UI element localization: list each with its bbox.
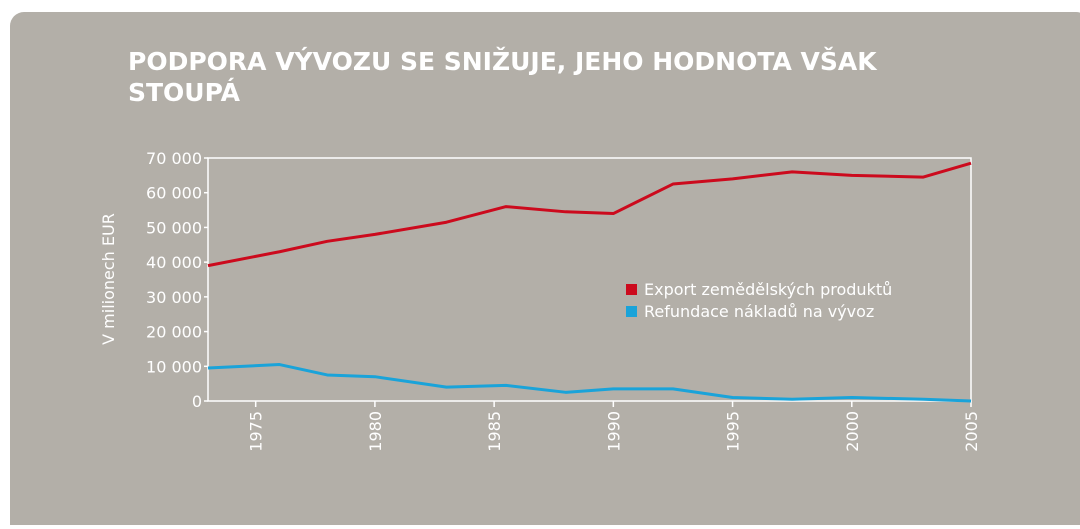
x-tick-label: 1975: [247, 411, 266, 452]
y-tick-label: 40 000: [146, 253, 202, 272]
x-tick-label: 1985: [485, 411, 504, 452]
y-tick-label: 30 000: [146, 288, 202, 307]
plot-frame: [207, 157, 972, 402]
line-series: [207, 363, 972, 403]
legend-label: Export zemědělských produktů: [644, 280, 892, 299]
x-tick-label: 2000: [843, 411, 862, 452]
chart-title: STOUPÁ: [128, 78, 241, 107]
line-series: [207, 161, 972, 268]
y-tick-label: 0: [192, 392, 202, 411]
y-tick-label: 70 000: [146, 149, 202, 168]
legend-swatch: [626, 306, 637, 317]
legend-label: Refundace nákladů na vývoz: [644, 302, 874, 321]
x-tick-label: 2005: [962, 411, 981, 452]
y-axis-label: V milionech EUR: [99, 213, 118, 345]
legend-swatch: [626, 284, 637, 295]
x-tick-label: 1995: [724, 411, 743, 452]
y-tick-label: 20 000: [146, 323, 202, 342]
x-tick-label: 1990: [604, 411, 623, 452]
x-tick-label: 1980: [366, 411, 385, 452]
y-tick-label: 50 000: [146, 218, 202, 237]
y-tick-label: 60 000: [146, 184, 202, 203]
chart-title: PODPORA VÝVOZU SE SNIŽUJE, JEHO HODNOTA …: [128, 46, 878, 76]
y-tick-label: 10 000: [146, 357, 202, 376]
